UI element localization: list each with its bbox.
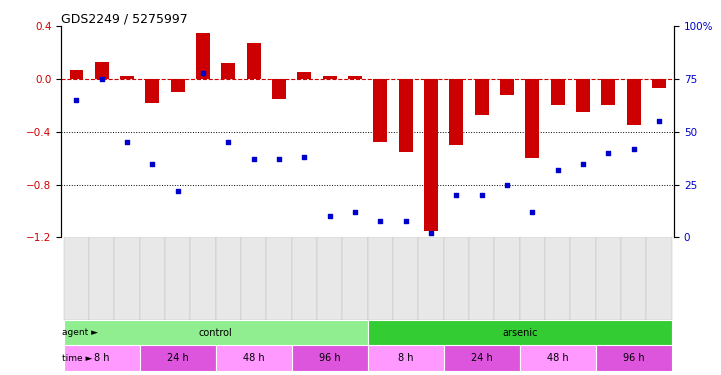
Bar [596, 237, 621, 320]
Point [476, 192, 487, 198]
Point [223, 140, 234, 146]
Bar [500, 79, 514, 95]
Point [248, 156, 260, 162]
Point [121, 140, 133, 146]
Bar [323, 76, 337, 79]
Text: agent ►: agent ► [62, 328, 98, 337]
Bar [601, 79, 615, 105]
Bar [526, 79, 539, 158]
Bar [69, 70, 84, 79]
Point [375, 217, 386, 223]
Bar [373, 79, 387, 142]
Bar [368, 345, 443, 371]
Bar [298, 72, 311, 79]
Bar [520, 237, 545, 320]
Text: time ►: time ► [62, 354, 92, 363]
Point [71, 97, 82, 103]
Point [425, 230, 437, 236]
Bar [165, 237, 190, 320]
Point [96, 76, 107, 82]
Bar [368, 237, 393, 320]
Bar [495, 237, 520, 320]
Point [552, 167, 563, 173]
Point [501, 182, 513, 188]
Text: 24 h: 24 h [471, 353, 492, 363]
Bar [146, 79, 159, 103]
Bar [317, 237, 342, 320]
Bar [247, 44, 261, 79]
Bar [267, 237, 292, 320]
Bar [418, 237, 443, 320]
Bar [64, 345, 140, 371]
Bar [652, 79, 666, 88]
Text: 8 h: 8 h [398, 353, 413, 363]
Bar [399, 79, 412, 152]
Point [324, 213, 335, 219]
Bar [140, 237, 165, 320]
Point [198, 70, 209, 76]
Bar [474, 79, 489, 115]
Text: 96 h: 96 h [623, 353, 645, 363]
Bar [64, 237, 89, 320]
Bar [449, 79, 464, 145]
Bar [621, 237, 646, 320]
Point [628, 146, 640, 152]
Bar [570, 237, 596, 320]
Text: 8 h: 8 h [94, 353, 110, 363]
Point [603, 150, 614, 156]
Text: 96 h: 96 h [319, 353, 340, 363]
Text: control: control [199, 327, 233, 338]
Bar [171, 79, 185, 92]
Bar [292, 345, 368, 371]
Bar [368, 320, 671, 345]
Point [653, 118, 665, 124]
Text: GDS2249 / 5275997: GDS2249 / 5275997 [61, 12, 188, 25]
Bar [443, 237, 469, 320]
Text: 48 h: 48 h [243, 353, 265, 363]
Bar [443, 345, 520, 371]
Point [451, 192, 462, 198]
Text: 24 h: 24 h [167, 353, 189, 363]
Bar [272, 79, 286, 99]
Bar [393, 237, 418, 320]
Bar [140, 345, 216, 371]
Bar [627, 79, 640, 125]
Bar [89, 237, 115, 320]
Bar [216, 237, 241, 320]
Bar [576, 79, 590, 112]
Bar [342, 237, 368, 320]
Bar [424, 79, 438, 231]
Point [526, 209, 538, 215]
Bar [221, 63, 235, 79]
Bar [551, 79, 565, 105]
Bar [190, 237, 216, 320]
Bar [348, 76, 362, 79]
Bar [646, 237, 671, 320]
Point [298, 154, 310, 160]
Point [400, 217, 412, 223]
Text: arsenic: arsenic [502, 327, 537, 338]
Bar [241, 237, 267, 320]
Point [273, 156, 285, 162]
Bar [196, 33, 210, 79]
Bar [545, 237, 570, 320]
Text: 48 h: 48 h [547, 353, 568, 363]
Point [578, 160, 589, 166]
Bar [520, 345, 596, 371]
Bar [95, 62, 109, 79]
Bar [64, 320, 368, 345]
Bar [216, 345, 292, 371]
Point [146, 160, 158, 166]
Point [172, 188, 184, 194]
Bar [120, 76, 134, 79]
Bar [596, 345, 671, 371]
Bar [292, 237, 317, 320]
Bar [115, 237, 140, 320]
Bar [469, 237, 495, 320]
Point [349, 209, 360, 215]
